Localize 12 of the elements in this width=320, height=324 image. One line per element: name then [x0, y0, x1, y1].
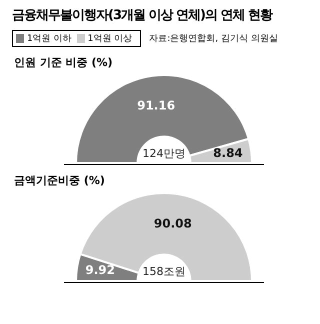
chart-title: 금융채무불이행자(3개월 이상 연체)의 연체 현황 [12, 7, 274, 24]
legend-label: 1억원 이상 [88, 33, 132, 45]
text: 자료:은행연합회, 김기식 의원실 [149, 33, 278, 45]
chart-title: 금액기준비중 (%) [14, 173, 106, 188]
data-label: 9.92 [85, 263, 115, 278]
text: 124만명 [142, 146, 186, 160]
legend-label: 1억원 이하 [27, 33, 72, 45]
text: 인원 기준 비중 (%) [14, 55, 114, 70]
data-label: 90.08 [154, 216, 192, 231]
text: 158조원 [142, 264, 186, 278]
data-label: 91.16 [137, 98, 176, 112]
data-label: 8.84 [213, 146, 243, 160]
